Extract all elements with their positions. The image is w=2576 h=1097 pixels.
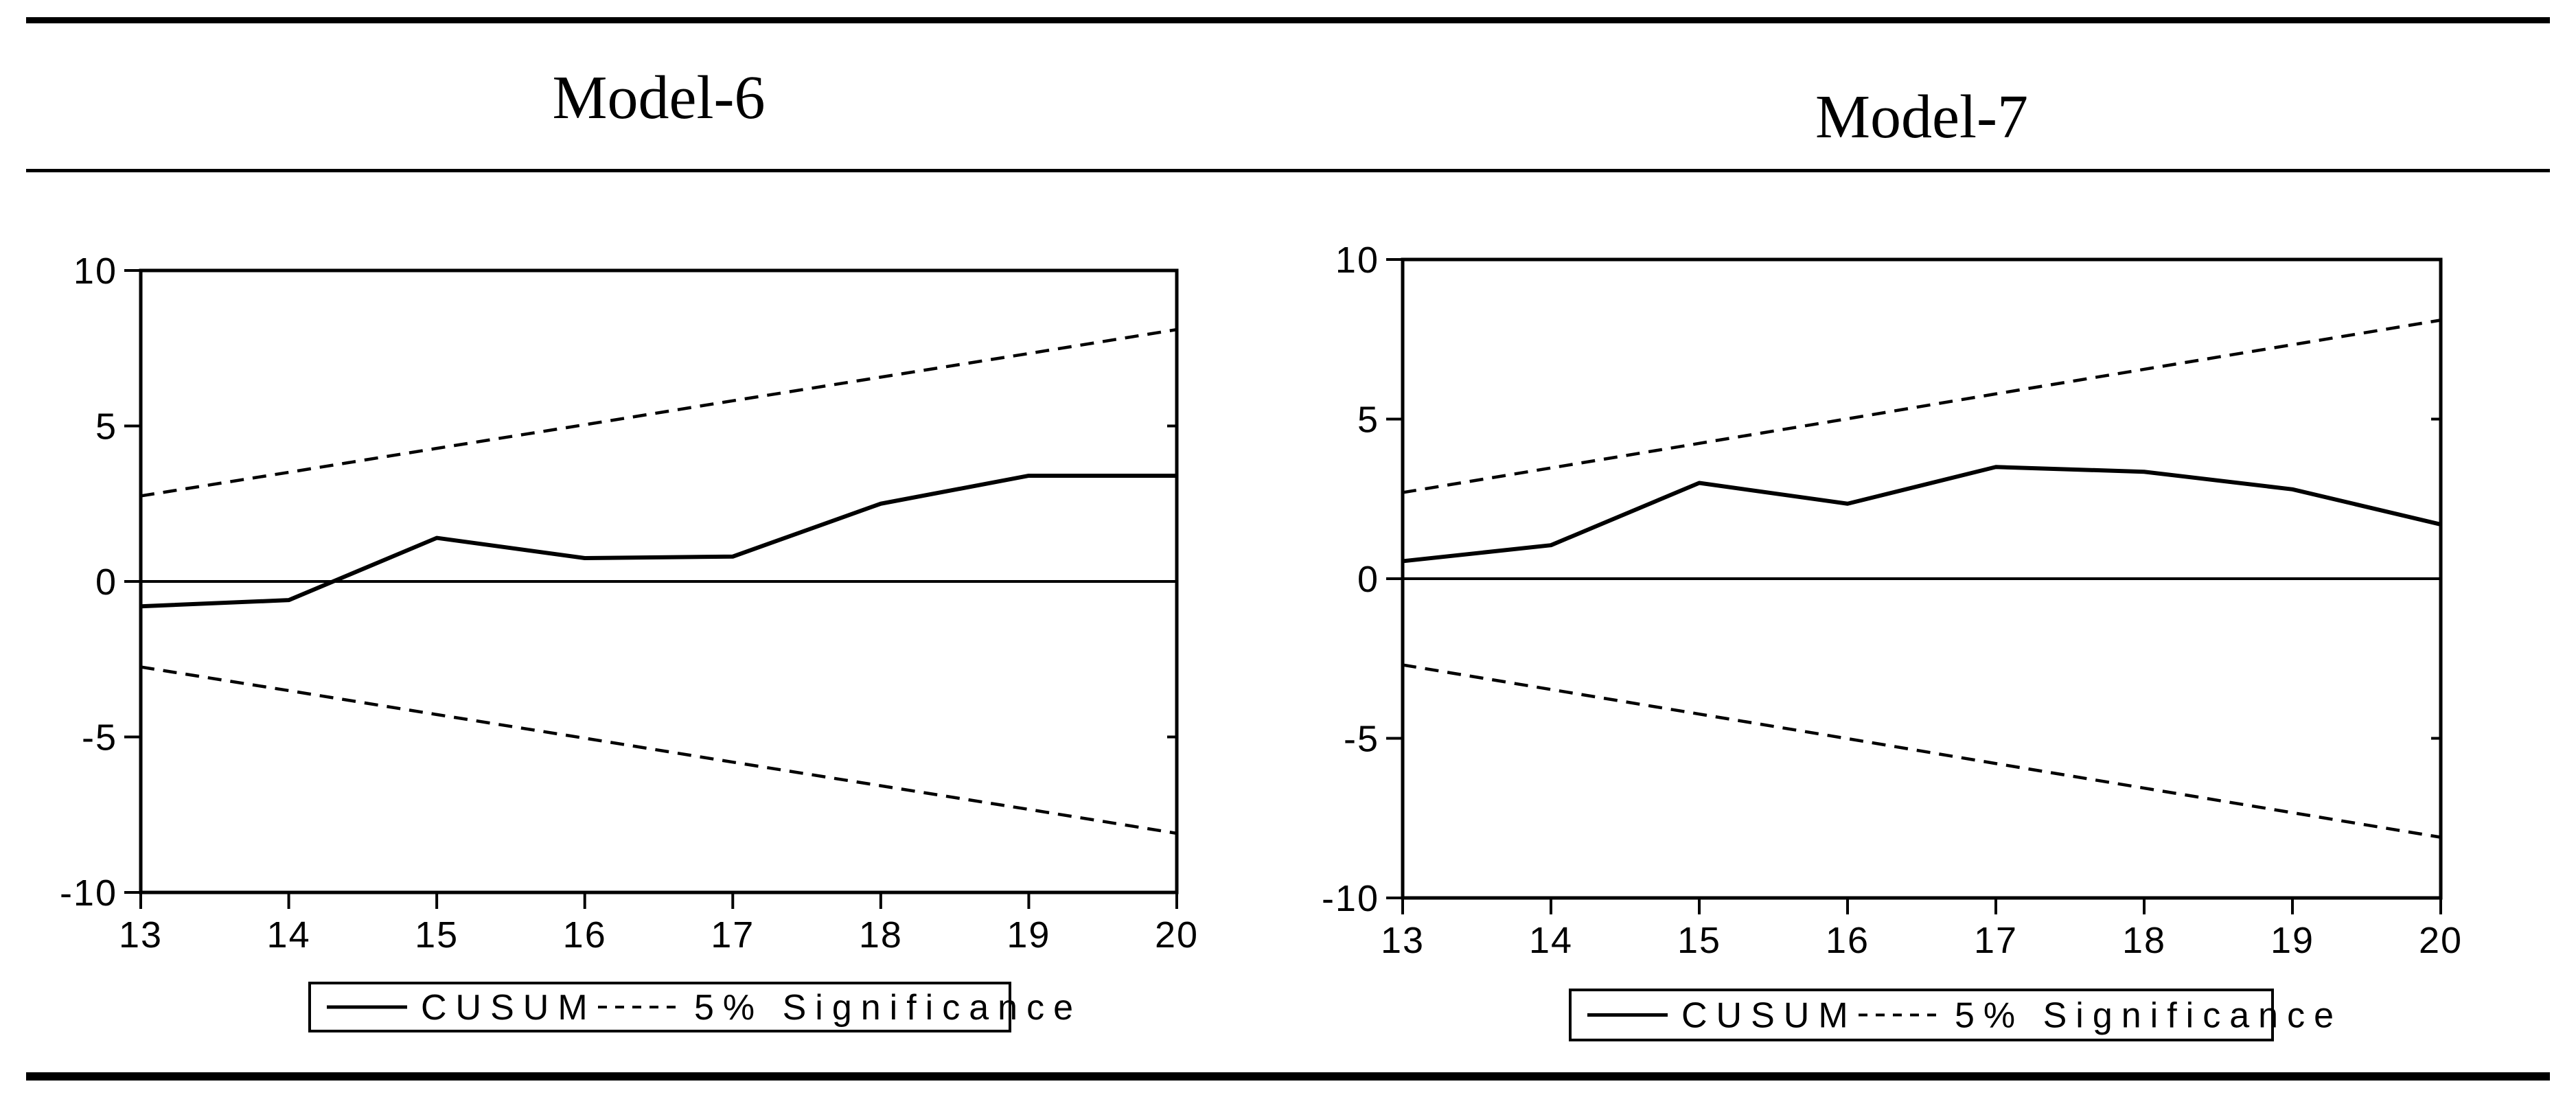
y-tick-label: -10 [1322,878,1379,919]
x-tick-label: 14 [267,914,311,956]
x-tick-label: 16 [1826,920,1870,961]
top-border-rule [26,17,2550,23]
legend-cusum-label: CUSUM [1681,996,1857,1036]
header-divider-rule [26,169,2550,172]
chart-title-model6: Model-6 [552,64,766,132]
legend-box [1569,989,2274,1041]
significance-upper-line [1402,319,2441,494]
y-tick-label: 0 [95,562,117,603]
legend-significance-label: 5% Significance [694,988,1082,1028]
x-tick-label: 14 [1529,920,1573,961]
cusum-line [1402,465,2441,564]
x-tick-label: 19 [2270,920,2314,961]
significance-upper-line [140,327,1177,498]
x-tick-label: 13 [1381,920,1425,961]
cusum-line [140,473,1177,609]
y-tick-label: -5 [82,717,117,759]
y-tick-label: 10 [1335,240,1379,281]
legend-significance-label: 5% Significance [1955,996,2343,1036]
x-tick-label: 15 [415,914,459,956]
legend-cusum-label: CUSUM [421,988,597,1028]
chart-title-model7: Model-7 [1815,83,2028,151]
legend-box [308,982,1011,1032]
x-tick-label: 19 [1007,914,1050,956]
x-tick-label: 18 [2122,920,2166,961]
x-tick-label: 18 [859,914,903,956]
x-tick-label: 13 [119,914,163,956]
x-tick-label: 17 [1974,920,2018,961]
significance-lower-line [140,665,1177,835]
x-tick-label: 20 [2419,920,2463,961]
x-tick-label: 15 [1677,920,1721,961]
y-tick-label: -5 [1344,719,1379,760]
x-tick-label: 17 [711,914,755,956]
y-tick-label: 10 [73,251,117,292]
y-tick-label: 5 [95,406,117,448]
x-tick-label: 20 [1155,914,1199,956]
y-tick-label: -10 [60,873,117,914]
y-tick-label: 5 [1357,400,1379,441]
significance-lower-line [1402,663,2441,839]
x-tick-label: 16 [563,914,607,956]
y-tick-label: 0 [1357,559,1379,600]
bottom-border-rule [26,1072,2550,1081]
